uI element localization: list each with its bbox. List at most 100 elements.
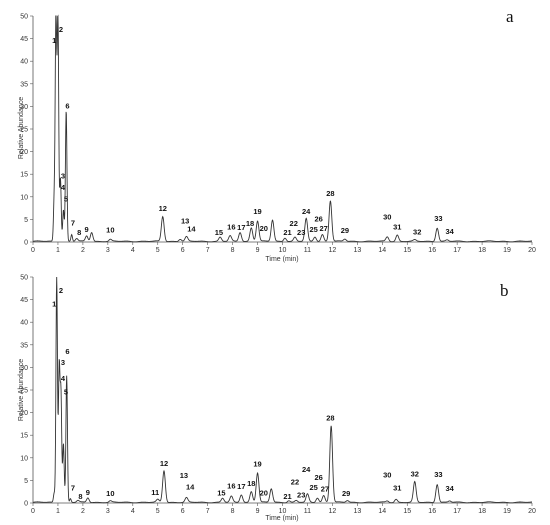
peak-label: 27 (321, 485, 329, 494)
peak-label: 34 (445, 227, 454, 236)
x-tick-label: 18 (478, 247, 486, 254)
x-tick-label: 20 (528, 508, 536, 515)
x-tick-label: 7 (206, 247, 210, 254)
peak-label: 3 (61, 172, 65, 181)
peak-label: 34 (445, 484, 454, 493)
y-tick-label: 15 (20, 433, 28, 440)
y-tick-label: 20 (20, 149, 28, 156)
peak-label: 1 (52, 36, 56, 45)
y-tick-label: 10 (20, 455, 28, 462)
x-tick-label: 4 (131, 508, 135, 515)
x-tick-label: 14 (378, 508, 386, 515)
peak-label: 23 (297, 491, 305, 500)
peak-label: 18 (247, 479, 255, 488)
peak-label: 21 (283, 492, 291, 501)
y-tick-label: 5 (24, 217, 28, 224)
x-tick-label: 0 (31, 508, 35, 515)
peak-label: 31 (393, 222, 401, 231)
x-tick-label: 6 (181, 508, 185, 515)
peak-label: 28 (326, 413, 334, 422)
peak-label: 12 (159, 204, 167, 213)
y-tick-label: 50 (20, 275, 28, 282)
peak-label: 22 (290, 219, 298, 228)
panel-label-b: b (500, 281, 509, 300)
y-axis-label-b: Relative Abundance (18, 359, 25, 421)
x-tick-label: 13 (353, 508, 361, 515)
x-tick-label: 9 (256, 508, 260, 515)
x-tick-label: 15 (403, 247, 411, 254)
y-tick-label: 10 (20, 194, 28, 201)
y-tick-label: 40 (20, 320, 28, 327)
peak-label: 17 (237, 223, 245, 232)
peak-label: 14 (187, 225, 196, 234)
peak-label: 20 (260, 488, 268, 497)
peak-label: 4 (61, 374, 66, 383)
peak-label: 32 (413, 227, 421, 236)
peak-label: 19 (253, 459, 261, 468)
peak-label: 33 (434, 214, 442, 223)
x-tick-label: 16 (428, 508, 436, 515)
x-tick-label: 18 (478, 508, 486, 515)
peak-label: 15 (217, 488, 225, 497)
x-tick-label: 15 (403, 508, 411, 515)
peak-label: 5 (64, 194, 68, 203)
x-tick-label: 10 (279, 508, 287, 515)
x-tick-label: 14 (378, 247, 386, 254)
chromatogram-panel-a: a Relative Abundance Time (min) 05101520… (18, 7, 536, 263)
peak-label: 23 (297, 228, 305, 237)
peak-label: 11 (151, 488, 159, 497)
peak-label: 24 (302, 207, 311, 216)
y-tick-label: 15 (20, 172, 28, 179)
y-tick-label: 20 (20, 410, 28, 417)
x-axis-label-a: Time (min) (265, 256, 298, 263)
chromatogram-trace (32, 276, 533, 504)
peak-label: 14 (186, 482, 195, 491)
peak-label: 10 (106, 226, 114, 235)
x-tick-label: 3 (106, 247, 110, 254)
x-tick-label: 5 (156, 247, 160, 254)
x-tick-label: 10 (279, 247, 287, 254)
peak-label: 8 (78, 492, 82, 501)
x-tick-label: 9 (256, 247, 260, 254)
peak-label: 24 (302, 465, 311, 474)
peak-label: 10 (106, 489, 114, 498)
x-tick-label: 13 (353, 247, 361, 254)
panel-label-a: a (506, 7, 514, 26)
peak-label: 26 (315, 215, 323, 224)
x-tick-label: 11 (304, 508, 311, 515)
peak-label: 8 (77, 228, 81, 237)
y-tick-label: 45 (20, 297, 28, 304)
y-tick-label: 30 (20, 104, 28, 111)
chromatogram-trace (32, 14, 533, 243)
peak-label: 6 (65, 102, 69, 111)
peak-label: 2 (59, 25, 63, 34)
x-tick-label: 4 (131, 247, 135, 254)
y-axis-label-a: Relative Abundance (18, 97, 25, 159)
peak-label: 33 (434, 470, 442, 479)
peak-label: 16 (227, 222, 235, 231)
x-axis-label-b: Time (min) (265, 515, 298, 522)
x-tick-label: 19 (503, 508, 511, 515)
y-tick-label: 5 (24, 478, 28, 485)
x-tick-label: 7 (206, 508, 210, 515)
peak-label: 31 (393, 483, 401, 492)
x-tick-label: 2 (81, 247, 85, 254)
peak-label: 21 (283, 228, 291, 237)
peak-label: 4 (61, 183, 66, 192)
peak-label: 22 (291, 477, 299, 486)
x-tick-label: 20 (528, 247, 536, 254)
peak-label: 2 (59, 286, 63, 295)
x-tick-label: 17 (453, 247, 461, 254)
y-tick-label: 35 (20, 81, 28, 88)
peak-label: 27 (319, 224, 327, 233)
y-tick-label: 35 (20, 342, 28, 349)
x-tick-label: 19 (503, 247, 511, 254)
x-tick-label: 5 (156, 508, 160, 515)
peak-label: 6 (65, 347, 69, 356)
peak-label: 5 (64, 388, 68, 397)
x-tick-label: 1 (56, 508, 60, 515)
peak-label: 19 (253, 207, 261, 216)
y-tick-label: 45 (20, 36, 28, 43)
x-tick-label: 2 (81, 508, 85, 515)
